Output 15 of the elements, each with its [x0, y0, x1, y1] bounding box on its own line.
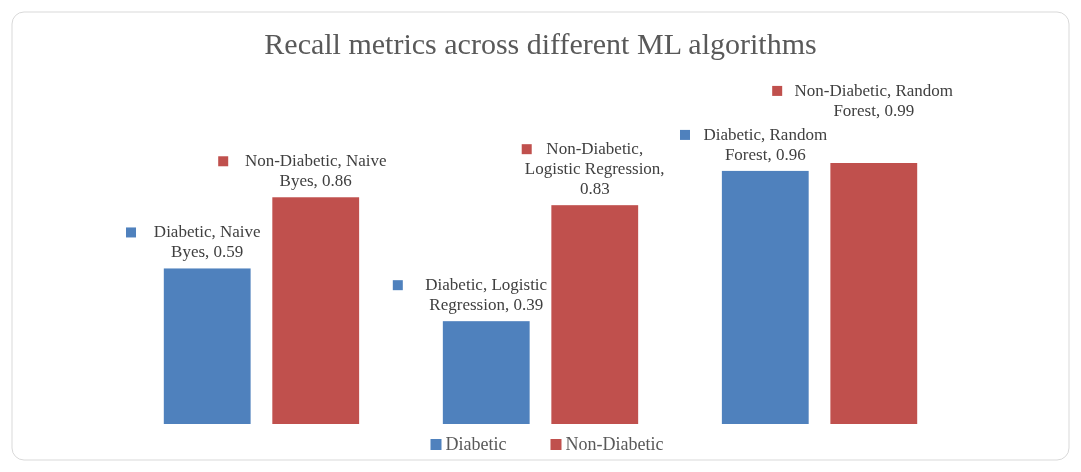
bar [721, 170, 809, 424]
bar [272, 197, 360, 424]
bar [551, 205, 639, 424]
bar [830, 163, 918, 424]
chart-title: Recall metrics across different ML algorithms [264, 27, 817, 60]
legend-label: Non-Diabetic [565, 434, 664, 454]
data-label: Non-Diabetic, Naive Byes, 0.86 [244, 151, 387, 191]
data-label: Diabetic, Logistic Regression, 0.39 [425, 275, 548, 315]
bar [163, 268, 251, 424]
data-label: Non-Diabetic, Random Forest, 0.99 [794, 80, 954, 120]
legend-label: Diabetic [445, 434, 507, 454]
data-label: Non-Diabetic, Logistic Regression, 0.83 [524, 139, 665, 199]
data-label: Diabetic, Naive Byes, 0.59 [153, 222, 261, 262]
bar [442, 321, 530, 424]
data-label: Diabetic, Random Forest, 0.96 [703, 124, 828, 164]
